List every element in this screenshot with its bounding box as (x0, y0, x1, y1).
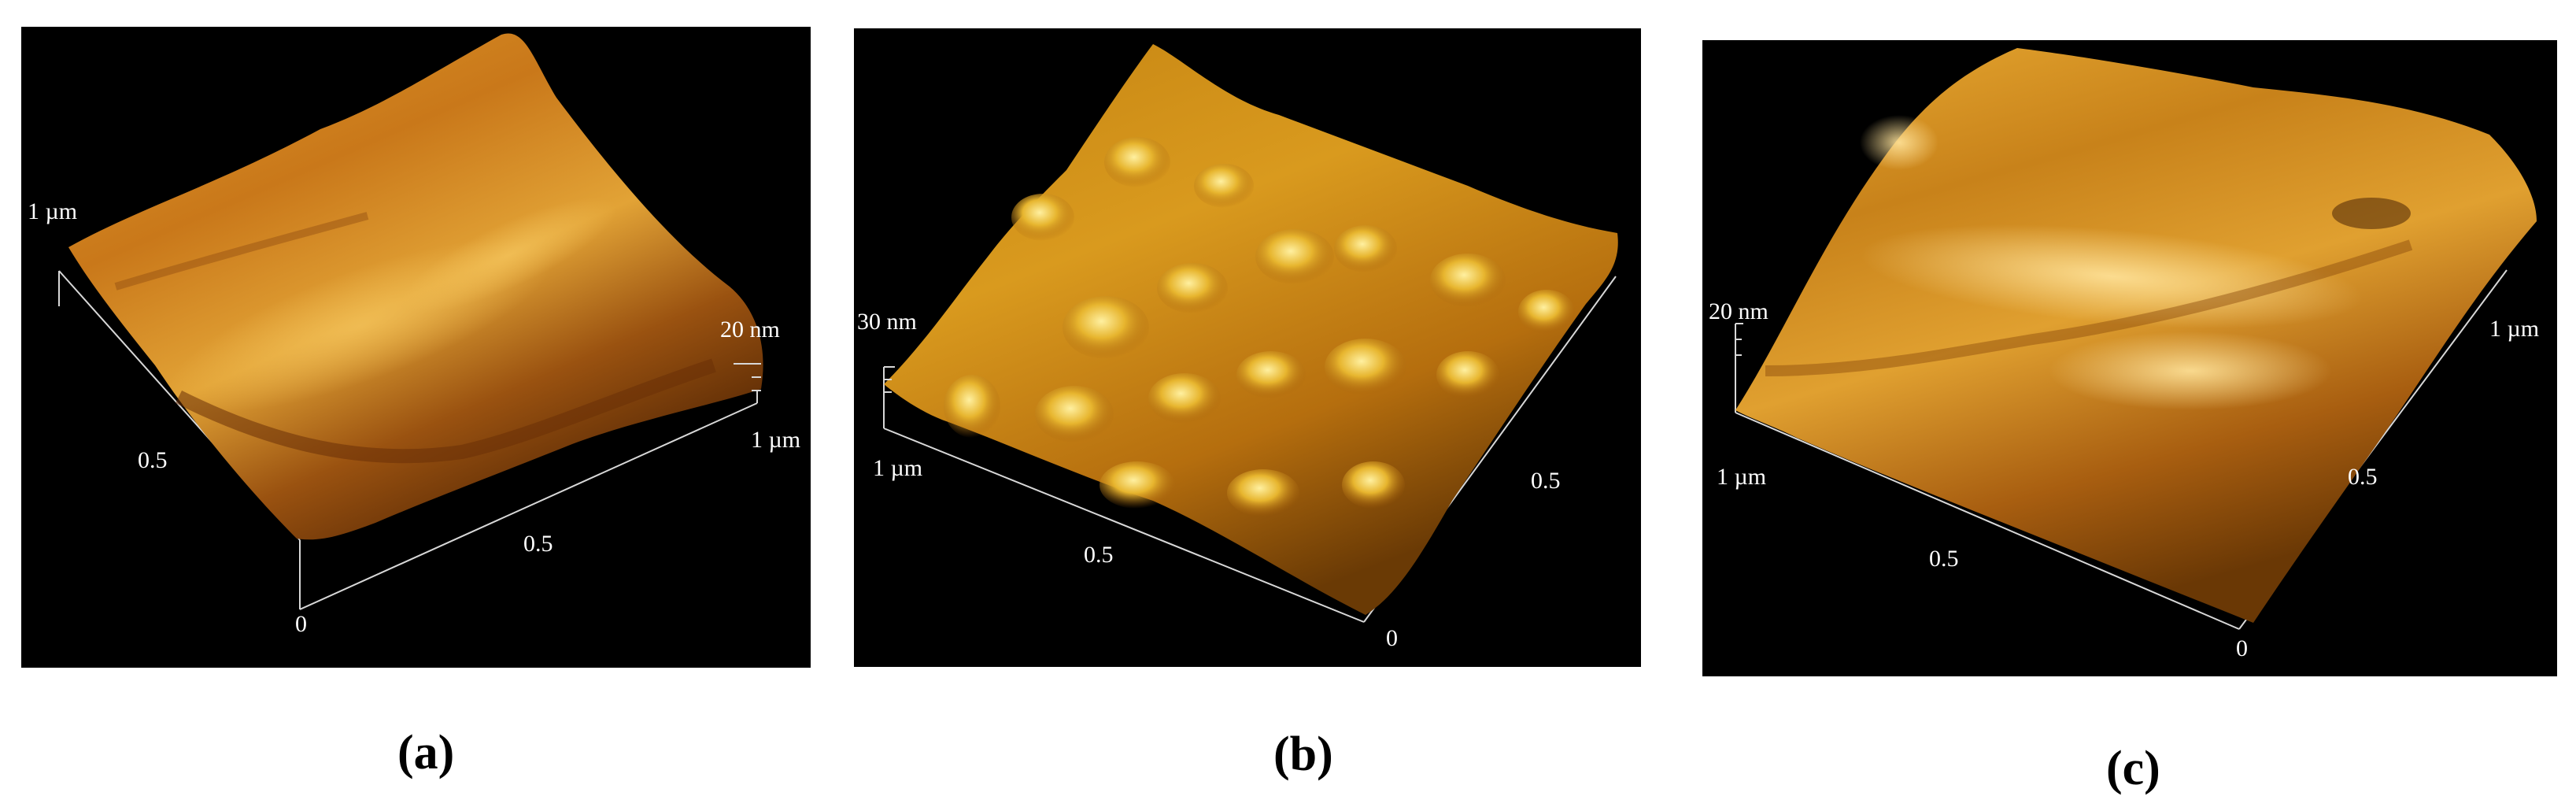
afm-surface-b (883, 44, 1618, 623)
height-scale-label: 20 nm (720, 317, 780, 343)
axis-label-y-max: 1 µm (873, 455, 923, 481)
surface-b (884, 44, 1618, 615)
axis-label-y-mid: 0.5 (1929, 546, 1959, 572)
caption-a: (a) (397, 726, 455, 780)
afm-surface-c (1735, 48, 2537, 630)
z-scale-a (734, 363, 761, 391)
axis-label-x-mid: 0.5 (523, 531, 553, 557)
axis-label-y-mid: 0.5 (138, 447, 168, 473)
axis-label-x-max: 1 µm (751, 427, 801, 453)
afm-panel-c: 20 nm 1 µm 0.5 0 0.5 1 µm (1702, 40, 2557, 676)
surface-bumps-b (944, 137, 1575, 517)
axis-label-x-max: 1 µm (2489, 316, 2540, 342)
afm-surface-a (58, 33, 763, 610)
axis-label-origin: 0 (1386, 625, 1398, 651)
height-scale-label: 20 nm (1709, 298, 1768, 324)
axis-label-x-mid: 0.5 (2348, 464, 2378, 490)
axis-label-y-max: 1 µm (1717, 464, 1767, 490)
caption-b: (b) (1273, 728, 1333, 781)
axis-label-x-mid: 0.5 (1531, 468, 1561, 494)
axis-label-origin: 0 (2236, 635, 2248, 661)
axis-label-y-max: 1 µm (28, 198, 78, 224)
axis-label-y-mid: 0.5 (1084, 542, 1114, 568)
caption-c: (c) (2106, 742, 2160, 795)
z-scale-c (1735, 323, 1743, 356)
afm-panel-a: 1 µm 0.5 0 0.5 1 µm 20 nm (21, 27, 811, 668)
axis-label-origin: 0 (295, 611, 307, 637)
afm-panel-b: 30 nm 1 µm 0.5 0 0.5 (854, 28, 1641, 667)
height-scale-label: 30 nm (857, 309, 917, 335)
z-scale-b (884, 366, 895, 393)
